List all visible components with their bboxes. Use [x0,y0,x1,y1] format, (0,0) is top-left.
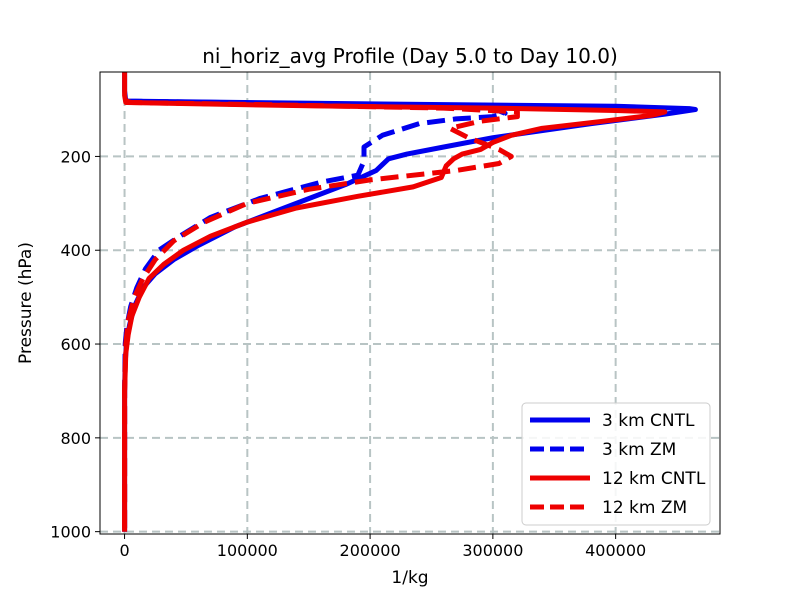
y-tick-label: 800 [60,429,91,448]
plot-frame [99,71,721,535]
legend-label: 12 km ZM [602,498,687,518]
legend-label: 3 km ZM [602,440,676,460]
y-tick-label: 600 [60,335,91,354]
x-tick-label: 0 [119,541,129,560]
legend-box [521,402,711,526]
x-tick-label: 100000 [217,541,278,560]
y-tick-label: 400 [60,241,91,260]
axis-ticks: 0 100000 200000 300000 400000 200 400 600 800 100… [50,147,646,560]
x-tick-label: 400000 [585,541,646,560]
legend: 3 km CNTL 3 km ZM 12 km CNTL 12 km ZM [521,402,711,526]
chart-title: ni_horiz_avg Profile (Day 5.0 to Day 10.… [202,44,618,68]
x-tick-label: 300000 [462,541,523,560]
series-line-12-km-cntl [122,72,668,532]
legend-label: 3 km CNTL [602,411,695,431]
series-line-12-km-zm [122,97,520,532]
y-tick-label: 1000 [50,523,91,542]
x-axis-label: 1/kg [391,568,428,588]
legend-label: 12 km CNTL [602,469,706,489]
series-lines [122,72,698,532]
y-tick-label: 200 [60,147,91,166]
y-axis-label: Pressure (hPa) [16,242,36,364]
x-tick-label: 200000 [340,541,401,560]
